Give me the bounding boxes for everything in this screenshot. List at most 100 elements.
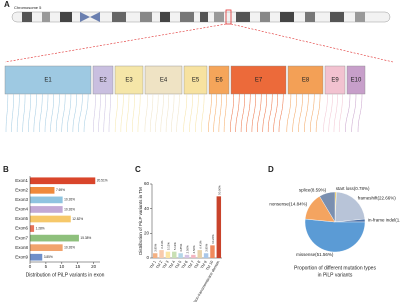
exon-label: E4: [160, 78, 168, 84]
y-tick-label: Exon4: [15, 207, 28, 212]
panel-label: B: [3, 165, 9, 174]
variant-link: [315, 93, 321, 133]
variant-link: [262, 93, 267, 133]
slice-label: in-frame indel(1.56%): [368, 218, 400, 223]
variant-link: [108, 93, 111, 133]
variant-link: [16, 93, 20, 133]
x-tick-label: TM 8: [194, 260, 202, 269]
exon-label: E10: [351, 78, 362, 84]
variant-link: [298, 93, 303, 133]
variant-link: [257, 93, 262, 133]
exon-box: [183, 65, 208, 95]
value-label: 3.85%: [44, 255, 53, 259]
y-tick-label: Exon6: [15, 226, 28, 231]
variant-link: [44, 93, 49, 133]
variant-link: [251, 93, 256, 133]
variant-link: [208, 93, 212, 133]
variant-link: [189, 93, 193, 133]
exon-label: E1: [44, 78, 52, 84]
x-tick-label: TM 7: [187, 260, 195, 269]
bar: [216, 196, 222, 258]
variant-link: [286, 93, 292, 133]
variant-link: [218, 93, 222, 133]
x-tick-label: 10: [59, 264, 65, 269]
bar: [30, 186, 55, 194]
slice-label: frameshift(22.66%): [358, 195, 397, 200]
x-tick-label: TM 4: [168, 260, 176, 269]
exon-label: E9: [331, 78, 339, 84]
bar: [152, 253, 158, 258]
variant-link: [28, 93, 32, 133]
exon-label: E7: [255, 78, 263, 84]
variant-link: [120, 93, 124, 133]
bar: [30, 225, 35, 232]
bar: [178, 253, 183, 258]
variant-link: [328, 93, 333, 133]
y-tick-label: Exon1: [15, 178, 28, 183]
x-tick-label: TM 5: [175, 260, 183, 269]
value-label: 10.26%: [64, 198, 75, 202]
axis-title: Distribution of PiLP variants in exon: [26, 272, 105, 278]
variant-link: [137, 93, 141, 133]
variant-link: [333, 93, 338, 133]
exon-box: [230, 65, 287, 95]
value-label: 10.26%: [64, 207, 75, 211]
variant-link: [149, 93, 154, 133]
bar: [203, 253, 209, 258]
value-label: 10.26%: [64, 246, 75, 250]
variant-link: [83, 93, 89, 133]
value-label: 2.56%: [192, 245, 196, 253]
x-tick-label: 15: [75, 264, 81, 269]
exon-label: E6: [215, 78, 223, 84]
pie-slice: [304, 218, 366, 253]
x-tick-label: TM 2: [155, 260, 163, 269]
variant-link: [223, 93, 227, 133]
variant-link: [292, 93, 297, 133]
variant-link: [235, 93, 240, 133]
y-tick-label: Exon9: [15, 254, 28, 259]
bar: [30, 196, 63, 204]
variant-link: [72, 93, 77, 133]
slice-label: start loss(0.78%): [336, 186, 370, 191]
panel-label: A: [4, 0, 10, 9]
value-label: 3.85%: [205, 243, 209, 251]
chromosome-label: Chromosome 5: [14, 5, 42, 10]
variant-link: [114, 93, 119, 133]
bar: [159, 250, 164, 258]
bar: [191, 254, 196, 258]
y-tick-label: Exon8: [15, 245, 28, 250]
variant-link: [103, 93, 106, 133]
bar: [172, 251, 177, 258]
value-label: 5.13%: [173, 242, 177, 250]
exon-box: [287, 65, 324, 95]
value-label: 3.85%: [154, 243, 158, 251]
variant-link: [304, 93, 309, 133]
variant-link: [61, 93, 66, 133]
variant-link: [155, 93, 159, 133]
pie-slice: [334, 191, 366, 223]
variant-link: [309, 93, 315, 133]
variant-link: [240, 93, 245, 133]
y-tick-label: Exon7: [15, 235, 28, 240]
bar: [165, 251, 171, 258]
variant-link: [131, 93, 135, 133]
variant-link: [22, 93, 26, 133]
y-tick-label: Exon5: [15, 216, 28, 221]
variant-link: [213, 93, 217, 133]
variant-link: [39, 93, 43, 133]
slice-label: nonsense(14.84%): [269, 202, 307, 207]
x-tick-label: TM 10: [205, 260, 214, 271]
value-label: 1.28%: [36, 226, 45, 230]
chromosome: [4, 9, 394, 63]
variant-link: [98, 93, 101, 133]
exon-label: E8: [302, 78, 310, 84]
variant-link: [357, 93, 363, 133]
variant-link: [144, 93, 148, 133]
exon-label: E2: [99, 78, 107, 84]
value-label: 6.41%: [160, 240, 164, 248]
bar: [30, 177, 96, 185]
x-tick-label: 20: [91, 264, 97, 269]
variant-link: [351, 93, 357, 133]
y-tick-label: Exon3: [15, 197, 28, 202]
x-tick-label: TM 6: [181, 260, 189, 269]
